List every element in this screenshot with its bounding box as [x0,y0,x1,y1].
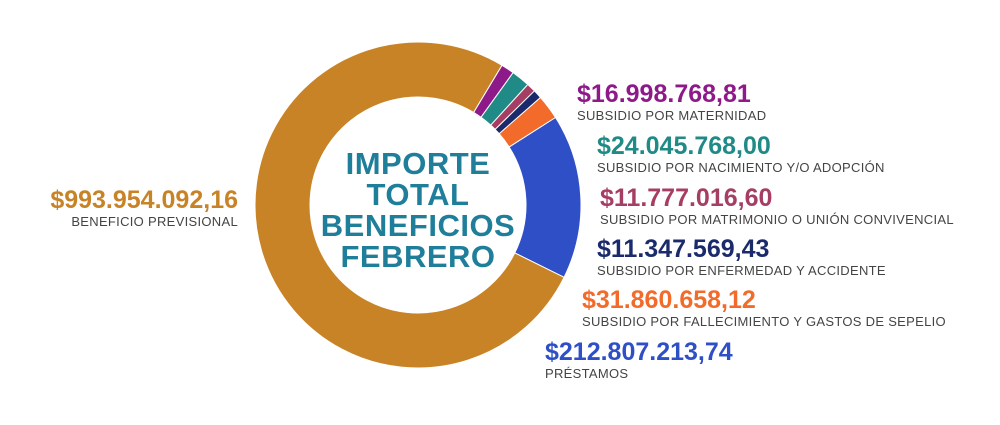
value-nacimiento: $24.045.768,00 [597,132,771,160]
center-title-line-1: IMPORTE [345,146,491,181]
caption-enfermedad: SUBSIDIO POR ENFERMEDAD Y ACCIDENTE [597,263,886,278]
label-nacimiento: $24.045.768,00 SUBSIDIO POR NACIMIENTO Y… [597,132,885,176]
caption-fallecimiento: SUBSIDIO POR FALLECIMIENTO Y GASTOS DE S… [582,314,946,329]
value-beneficio-previsional: $993.954.092,16 [50,186,238,214]
center-title: IMPORTE TOTAL BENEFICIOS FEBRERO [318,148,518,272]
caption-prestamos: PRÉSTAMOS [545,366,629,381]
caption-matrimonio: SUBSIDIO POR MATRIMONIO O UNIÓN CONVIVEN… [600,212,954,227]
center-title-line-2: TOTAL [366,177,470,212]
label-prestamos: $212.807.213,74 PRÉSTAMOS [545,338,733,382]
label-maternidad: $16.998.768,81 SUBSIDIO POR MATERNIDAD [577,80,766,124]
value-maternidad: $16.998.768,81 [577,80,751,108]
label-matrimonio: $11.777.016,60 SUBSIDIO POR MATRIMONIO O… [600,184,954,228]
value-fallecimiento: $31.860.658,12 [582,286,756,314]
label-beneficio-previsional: $993.954.092,16 BENEFICIO PREVISIONAL [50,186,238,230]
label-fallecimiento: $31.860.658,12 SUBSIDIO POR FALLECIMIENT… [582,286,946,330]
caption-nacimiento: SUBSIDIO POR NACIMIENTO Y/O ADOPCIÓN [597,160,885,175]
value-matrimonio: $11.777.016,60 [600,184,773,212]
label-enfermedad: $11.347.569,43 SUBSIDIO POR ENFERMEDAD Y… [597,235,886,279]
center-title-line-4: FEBRERO [340,239,496,274]
caption-beneficio-previsional: BENEFICIO PREVISIONAL [71,214,238,229]
value-enfermedad: $11.347.569,43 [597,235,770,263]
value-prestamos: $212.807.213,74 [545,338,733,366]
donut-slice-5 [508,116,582,278]
donut-slice-6 [254,41,565,369]
caption-maternidad: SUBSIDIO POR MATERNIDAD [577,108,767,123]
center-title-line-3: BENEFICIOS [320,208,516,243]
